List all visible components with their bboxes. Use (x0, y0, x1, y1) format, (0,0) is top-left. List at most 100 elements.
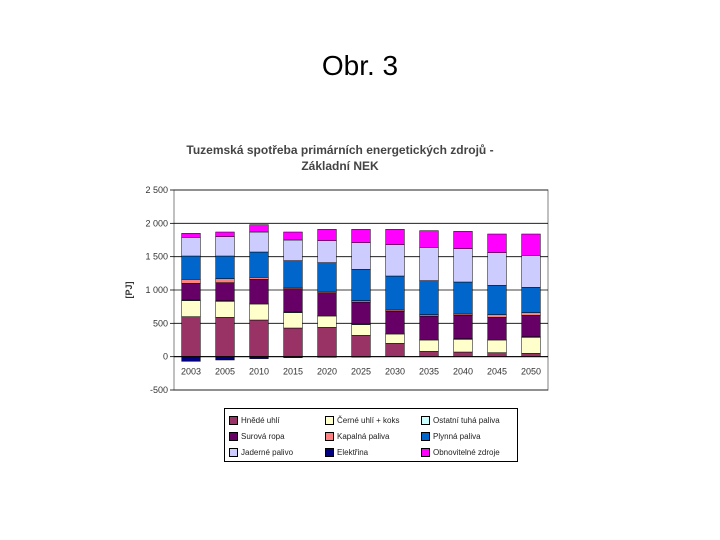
bar-segment (385, 311, 405, 334)
bar-segment (283, 239, 303, 261)
bar-segment (419, 339, 439, 352)
bar-segment (385, 244, 405, 277)
bar-segment (521, 255, 541, 288)
legend-swatch (325, 415, 334, 425)
chart-legend: Hnědé uhlí Černé uhlí + koks Ostatní tuhá … (224, 408, 518, 462)
bar-segment (283, 260, 303, 288)
legend-item: Surová ropa (229, 428, 325, 444)
bar-segment (521, 315, 541, 337)
bar-segment (249, 319, 269, 357)
legend-item: Hnědé uhlí (229, 412, 325, 428)
legend-swatch (325, 431, 334, 441)
x-tick-label: 2020 (317, 367, 337, 377)
bar-segment (317, 315, 337, 328)
bar-segment (249, 224, 269, 233)
legend-item: Obnovitelné zdroje (421, 444, 521, 460)
bar-segment (351, 324, 371, 336)
x-tick-label: 2035 (419, 367, 439, 377)
bar-segment (351, 242, 371, 270)
y-tick-label: 1 500 (145, 252, 168, 262)
bar-segment (487, 233, 507, 253)
y-tick-label: 2 500 (145, 185, 168, 195)
legend-item: Ostatní tuhá paliva (421, 412, 521, 428)
bar-segment (453, 339, 473, 353)
bar-segment (487, 352, 507, 357)
bar-segment (215, 231, 235, 237)
legend-label: Jaderné palivo (241, 447, 294, 457)
bar-segment (453, 248, 473, 283)
stacked-bar-chart: -500 0 500 1 000 1 500 2 000 2 500 [PJ] 2003 2005… (124, 185, 549, 395)
bar-segment (181, 283, 201, 301)
bar-segment (283, 231, 303, 241)
bar-segment (521, 233, 541, 256)
bar-segment (283, 312, 303, 329)
legend-label: Surová ropa (241, 431, 285, 441)
bar-segment (453, 351, 473, 357)
bar-segment (181, 255, 201, 280)
bar-segment (487, 314, 507, 318)
y-tick-label: 500 (153, 318, 168, 328)
bar-segment (351, 335, 371, 357)
legend-swatch (229, 447, 238, 457)
bar-segment (181, 316, 201, 357)
bar-segment (249, 251, 269, 278)
legend-label: Plynná paliva (433, 431, 481, 441)
bar-segment (419, 230, 439, 248)
legend-label: Kapalná paliva (337, 431, 390, 441)
bar-segment (419, 280, 439, 315)
bar-segment (181, 300, 201, 317)
bar-segment (453, 281, 473, 315)
bar-segment (453, 231, 473, 249)
bar-segment (249, 231, 269, 253)
bar-segment (215, 301, 235, 318)
bar-segment (215, 278, 235, 283)
bar-segment (419, 247, 439, 281)
x-tick-label: 2040 (453, 367, 473, 377)
bar-segment (215, 317, 235, 357)
bar-segment (453, 315, 473, 339)
x-tick-label: 2015 (283, 367, 303, 377)
x-tick-label: 2025 (351, 367, 371, 377)
y-tick-label: 1 000 (145, 285, 168, 295)
chart-title-line-2: Základní NEK (301, 159, 379, 173)
legend-label: Černé uhlí + koks (337, 415, 400, 425)
bar-segment (351, 229, 371, 243)
bar-segment (181, 356, 201, 362)
x-tick-label: 2005 (215, 367, 235, 377)
legend-item: Plynná paliva (421, 428, 521, 444)
legend-swatch (421, 431, 430, 441)
legend-swatch (421, 447, 430, 457)
bar-segment (215, 236, 235, 257)
legend-item: Elektřina (325, 444, 421, 460)
bar-segment (317, 327, 337, 357)
y-tick-label: -500 (150, 385, 168, 395)
bar-segment (215, 282, 235, 301)
bar-segment (351, 269, 371, 301)
bar-segment (351, 301, 371, 325)
y-tick-label: 2 000 (145, 218, 168, 228)
bar-segment (215, 255, 235, 279)
legend-item: Černé uhlí + koks (325, 412, 421, 428)
legend-item: Kapalná paliva (325, 428, 421, 444)
bar-segment (317, 240, 337, 263)
y-axis-label: [PJ] (124, 281, 134, 298)
bar-segment (487, 339, 507, 353)
y-tick-label: 0 (163, 352, 168, 362)
chart-container: Tuzemská spotřeba primárních energetický… (120, 130, 560, 470)
bar-segment (419, 351, 439, 357)
bar-segment (317, 262, 337, 292)
bar-segment (487, 317, 507, 340)
bar-segment (419, 315, 439, 340)
legend-item: Jaderné palivo (229, 444, 325, 460)
bar-segment (283, 288, 303, 313)
bar-segment (385, 333, 405, 344)
x-tick-label: 2050 (521, 367, 541, 377)
slide-title: Obr. 3 (321, 50, 399, 81)
legend-label: Ostatní tuhá paliva (433, 415, 500, 425)
bar-segment (249, 277, 269, 280)
bar-segment (317, 229, 337, 241)
x-tick-label: 2010 (249, 367, 269, 377)
legend-label: Obnovitelné zdroje (433, 447, 500, 457)
bar-segment (385, 343, 405, 357)
bar-segment (283, 327, 303, 357)
